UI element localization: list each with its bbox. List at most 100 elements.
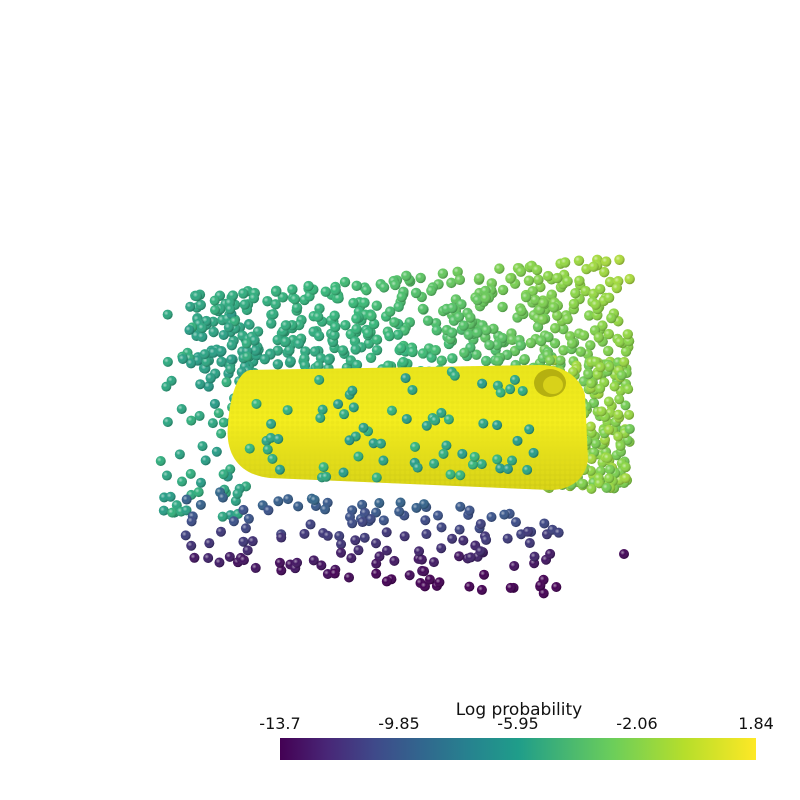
point-shade bbox=[266, 418, 277, 429]
point-shade bbox=[417, 303, 429, 315]
point-shade bbox=[396, 291, 407, 303]
point-shade bbox=[174, 449, 185, 460]
point-shade bbox=[602, 452, 613, 463]
point-shade bbox=[280, 336, 291, 347]
point-shade bbox=[420, 515, 431, 526]
point-shade bbox=[316, 560, 327, 571]
point-shade bbox=[225, 304, 236, 315]
point-shade bbox=[538, 588, 549, 599]
point-shade bbox=[322, 530, 333, 541]
point-shade bbox=[620, 400, 631, 411]
point-shade bbox=[167, 507, 178, 518]
point-shade bbox=[411, 502, 422, 513]
point-shade bbox=[340, 319, 351, 331]
point-shade bbox=[474, 273, 485, 284]
point-shade bbox=[244, 443, 255, 454]
point-shade bbox=[459, 347, 470, 359]
point-shade bbox=[469, 451, 480, 462]
point-shade bbox=[289, 294, 301, 305]
point-shade bbox=[495, 387, 506, 398]
point-shade bbox=[432, 510, 443, 521]
point-shade bbox=[604, 473, 615, 484]
point-shade bbox=[162, 309, 173, 320]
point-shade bbox=[353, 545, 364, 556]
point-shade bbox=[238, 288, 249, 299]
point-shade bbox=[562, 313, 573, 325]
point-shade bbox=[371, 472, 382, 483]
point-shade bbox=[395, 342, 407, 354]
point-shade bbox=[502, 464, 513, 475]
point-shade bbox=[401, 413, 412, 424]
point-shade bbox=[185, 468, 196, 479]
point-shade bbox=[280, 320, 292, 331]
point-shade bbox=[476, 584, 487, 595]
point-shade bbox=[436, 543, 447, 554]
point-shade bbox=[512, 435, 523, 446]
point-shade bbox=[600, 256, 612, 267]
point-shade bbox=[213, 408, 224, 419]
point-shade bbox=[276, 565, 287, 576]
point-shade bbox=[323, 354, 335, 366]
point-shade bbox=[337, 345, 349, 356]
point-shade bbox=[353, 451, 364, 462]
point-shade bbox=[524, 538, 535, 549]
colorbar-ticks: -13.7 -9.85 -5.95 -2.06 1.84 bbox=[259, 714, 774, 736]
point-shade bbox=[158, 505, 169, 516]
point-shade bbox=[284, 345, 295, 356]
point-shade bbox=[509, 374, 520, 385]
point-shade bbox=[161, 470, 172, 481]
point-shade bbox=[243, 513, 254, 524]
point-shade bbox=[624, 409, 635, 420]
point-shade bbox=[346, 553, 357, 564]
point-shade bbox=[240, 523, 251, 534]
point-shade bbox=[546, 289, 557, 300]
point-shade bbox=[602, 345, 614, 357]
point-shade bbox=[381, 545, 392, 556]
point-shade bbox=[620, 346, 632, 357]
point-shade bbox=[216, 428, 227, 439]
point-shade bbox=[232, 488, 243, 499]
point-shade bbox=[384, 330, 395, 342]
point-shade bbox=[361, 284, 372, 296]
point-shade bbox=[447, 533, 458, 544]
point-shade bbox=[613, 409, 624, 420]
point-shade bbox=[497, 284, 509, 296]
point-shade bbox=[457, 448, 468, 459]
point-shade bbox=[312, 311, 324, 323]
point-shade bbox=[347, 385, 358, 396]
point-shade bbox=[622, 329, 633, 340]
point-shade bbox=[623, 384, 634, 395]
point-shade bbox=[410, 441, 421, 452]
point-shade bbox=[330, 321, 341, 333]
point-shade bbox=[329, 568, 340, 579]
point-shade bbox=[207, 418, 218, 429]
point-shade bbox=[455, 501, 466, 512]
point-shade bbox=[293, 338, 305, 349]
point-shade bbox=[463, 329, 474, 340]
point-shade bbox=[624, 273, 635, 285]
point-shade bbox=[454, 551, 465, 562]
point-shade bbox=[285, 356, 296, 367]
point-shade bbox=[224, 551, 235, 562]
point-shade bbox=[414, 546, 425, 557]
point-shade bbox=[216, 356, 227, 368]
point-shade bbox=[573, 255, 585, 266]
point-shade bbox=[616, 370, 627, 381]
point-shade bbox=[601, 482, 612, 493]
point-shade bbox=[249, 335, 260, 346]
point-shade bbox=[375, 438, 386, 449]
point-shade bbox=[389, 555, 400, 566]
point-shade bbox=[305, 519, 316, 530]
point-shade bbox=[209, 304, 220, 315]
point-shade bbox=[368, 318, 380, 330]
point-shade bbox=[351, 313, 362, 324]
point-shade bbox=[586, 483, 597, 494]
point-shade bbox=[477, 378, 488, 389]
point-shade bbox=[320, 286, 331, 297]
point-shade bbox=[392, 329, 404, 340]
point-shade bbox=[263, 505, 274, 516]
point-shade bbox=[479, 569, 490, 580]
point-shade bbox=[499, 509, 510, 520]
point-shade bbox=[273, 434, 284, 445]
point-shade bbox=[195, 379, 206, 390]
